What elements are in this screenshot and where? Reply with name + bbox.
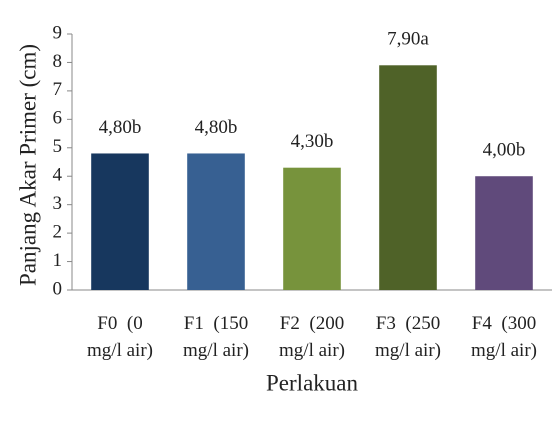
data-label: 4,80b [99, 117, 142, 138]
x-tick-label: F4 (300 mg/l air) [471, 313, 537, 361]
y-tick-label: 1 [53, 250, 63, 271]
y-tick-label: 0 [53, 278, 63, 299]
data-label: 4,80b [195, 117, 238, 138]
bar [91, 153, 149, 290]
bar [475, 176, 533, 290]
bar [187, 153, 245, 290]
x-tick-label: F0 (0 mg/l air) [87, 313, 153, 361]
y-tick-label: 8 [53, 51, 63, 72]
y-tick-label: 6 [53, 108, 63, 129]
x-axis-title: Perlakuan [266, 370, 358, 395]
y-tick-label: 3 [53, 193, 63, 214]
data-label: 4,00b [483, 140, 526, 161]
y-axis-title: Panjang Akar Primer (cm) [15, 44, 40, 286]
bar [379, 65, 437, 291]
y-tick-label: 5 [53, 136, 63, 157]
y-tick-label: 4 [53, 165, 63, 186]
bar [283, 167, 341, 290]
y-tick-label: 2 [53, 221, 63, 242]
x-tick-label: F1 (150 mg/l air) [183, 313, 249, 361]
y-tick-label: 7 [53, 79, 63, 100]
x-tick-label: F2 (200 mg/l air) [279, 313, 345, 361]
y-tick-label: 9 [53, 22, 63, 43]
data-label: 7,90a [387, 29, 429, 50]
x-tick-label: F3 (250 mg/l air) [375, 313, 441, 361]
data-label: 4,30b [291, 131, 334, 152]
